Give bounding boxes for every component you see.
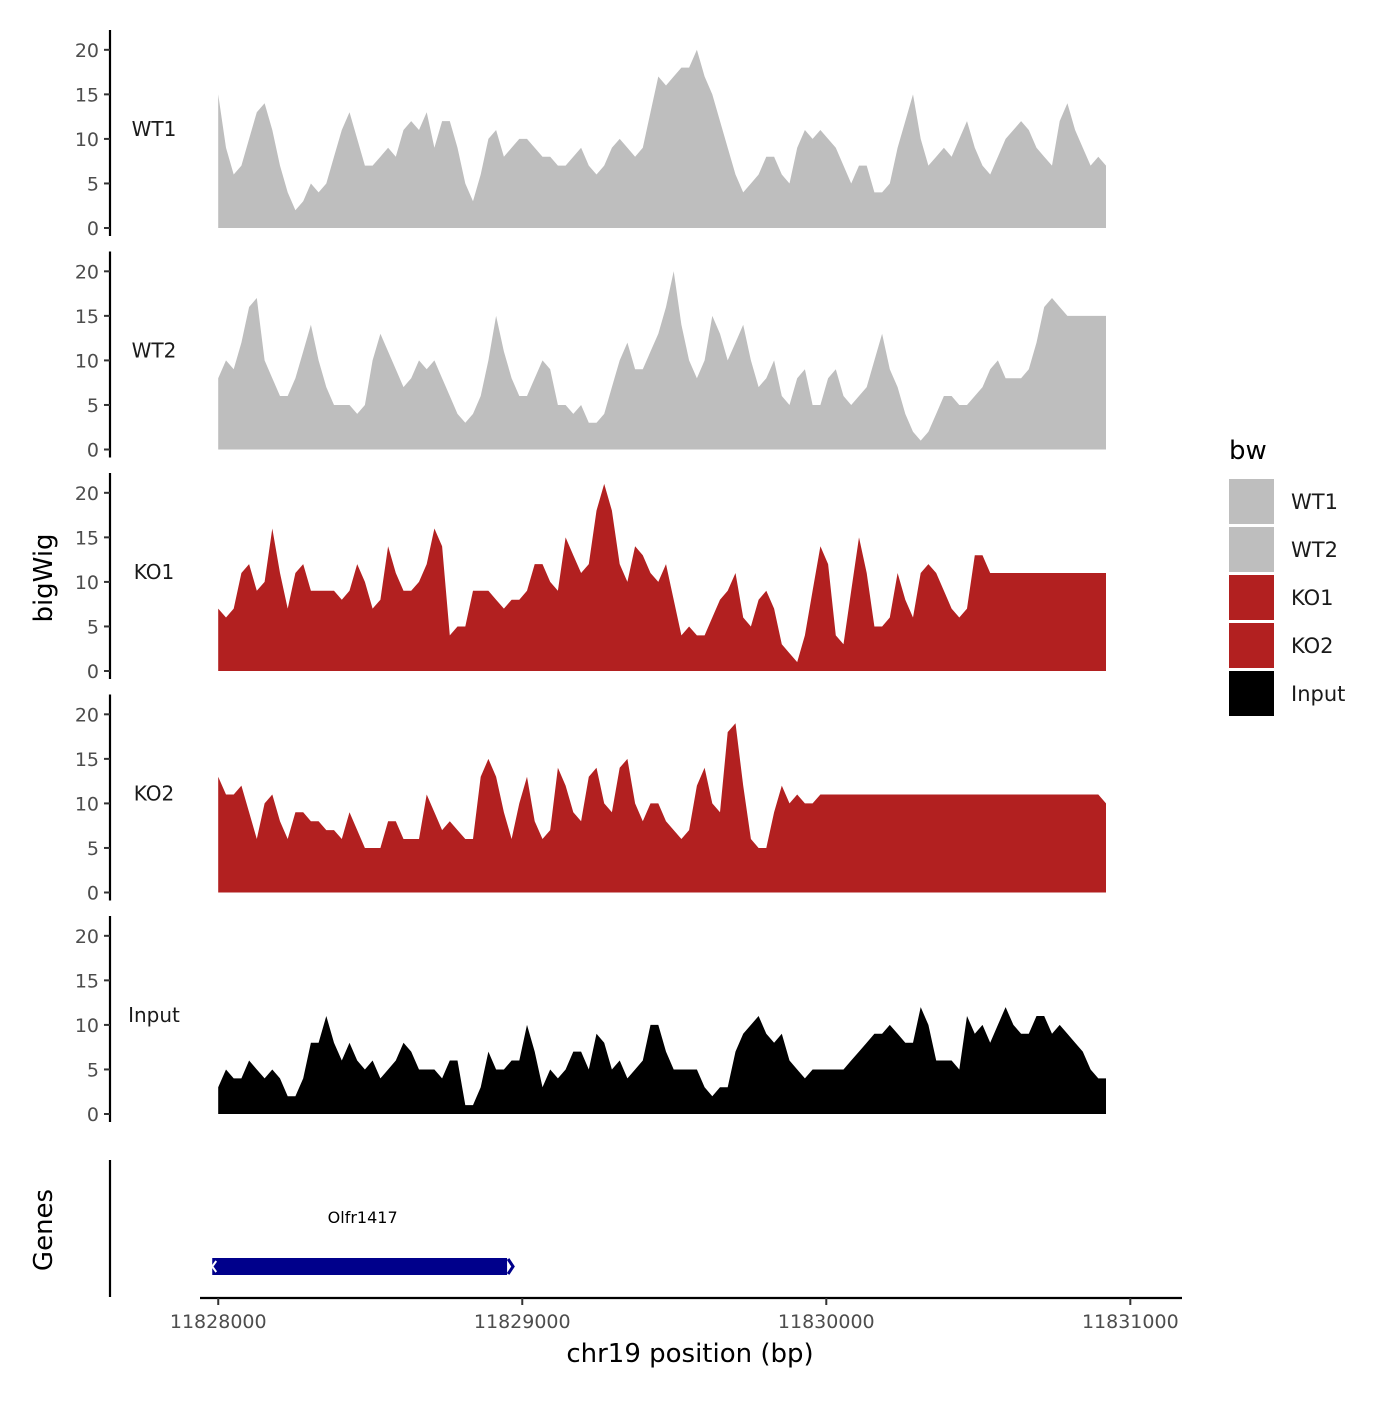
legend-swatch-ko2	[1229, 623, 1274, 668]
y-tick-label-ko1-10: 10	[75, 572, 99, 594]
genes-axis-title: Genes	[29, 1189, 59, 1271]
y-tick-label-ko2-0: 0	[87, 883, 99, 905]
track-label-input: Input	[128, 1003, 180, 1027]
legend-swatch-input	[1229, 671, 1274, 716]
y-tick-label-input-0: 0	[87, 1104, 99, 1126]
x-tick-label-11828000: 11828000	[170, 1311, 267, 1333]
legend-label-input: Input	[1291, 682, 1345, 706]
y-tick-label-ko2-15: 15	[75, 749, 99, 771]
x-tick-label-11830000: 11830000	[778, 1311, 875, 1333]
gene-start-chevron-icon	[211, 1260, 218, 1273]
y-tick-label-wt2-20: 20	[75, 261, 99, 283]
legend-label-ko1: KO1	[1291, 586, 1334, 610]
y-tick-label-wt1-10: 10	[75, 129, 99, 151]
area-wt1	[218, 49, 1106, 228]
y-tick-label-input-5: 5	[87, 1059, 99, 1081]
y-tick-label-wt1-20: 20	[75, 40, 99, 62]
y-tick-label-ko1-5: 5	[87, 616, 99, 638]
gene-body-olfr1417	[212, 1258, 508, 1275]
y-tick-label-ko1-20: 20	[75, 483, 99, 505]
legend-swatch-wt1	[1229, 479, 1274, 524]
track-label-ko2: KO2	[134, 782, 175, 806]
x-axis-title: chr19 position (bp)	[566, 1339, 813, 1369]
legend-swatch-wt2	[1229, 527, 1274, 572]
track-label-wt2: WT2	[132, 339, 177, 363]
legend-label-wt1: WT1	[1291, 490, 1338, 514]
track-label-ko1: KO1	[134, 560, 175, 584]
legend-label-wt2: WT2	[1291, 538, 1338, 562]
legend-label-ko2: KO2	[1291, 634, 1334, 658]
x-tick-label-11829000: 11829000	[474, 1311, 571, 1333]
y-tick-label-wt2-5: 5	[87, 395, 99, 417]
y-tick-label-wt2-0: 0	[87, 440, 99, 462]
y-tick-label-wt1-5: 5	[87, 173, 99, 195]
y-tick-label-ko2-5: 5	[87, 838, 99, 860]
y-tick-label-ko1-0: 0	[87, 661, 99, 683]
y-tick-label-wt2-15: 15	[75, 306, 99, 328]
y-tick-label-ko2-20: 20	[75, 704, 99, 726]
y-tick-label-input-20: 20	[75, 926, 99, 948]
y-axis-title: bigWig	[29, 533, 59, 622]
gene-label-olfr1417: Olfr1417	[328, 1208, 398, 1227]
area-wt2	[218, 271, 1106, 450]
area-input	[218, 1007, 1106, 1114]
area-ko2	[218, 723, 1106, 893]
y-tick-label-ko1-15: 15	[75, 527, 99, 549]
legend-swatch-ko1	[1229, 575, 1274, 620]
legend-title: bw	[1229, 436, 1267, 466]
y-tick-label-input-10: 10	[75, 1015, 99, 1037]
y-tick-label-wt2-10: 10	[75, 350, 99, 372]
track-label-wt1: WT1	[132, 117, 177, 141]
x-tick-label-11831000: 11831000	[1082, 1311, 1179, 1333]
y-tick-label-input-15: 15	[75, 970, 99, 992]
y-tick-label-wt1-0: 0	[87, 218, 99, 240]
y-tick-label-ko2-10: 10	[75, 793, 99, 815]
area-ko1	[218, 483, 1106, 671]
y-tick-label-wt1-15: 15	[75, 84, 99, 106]
gene-end-chevron-icon	[506, 1258, 515, 1275]
